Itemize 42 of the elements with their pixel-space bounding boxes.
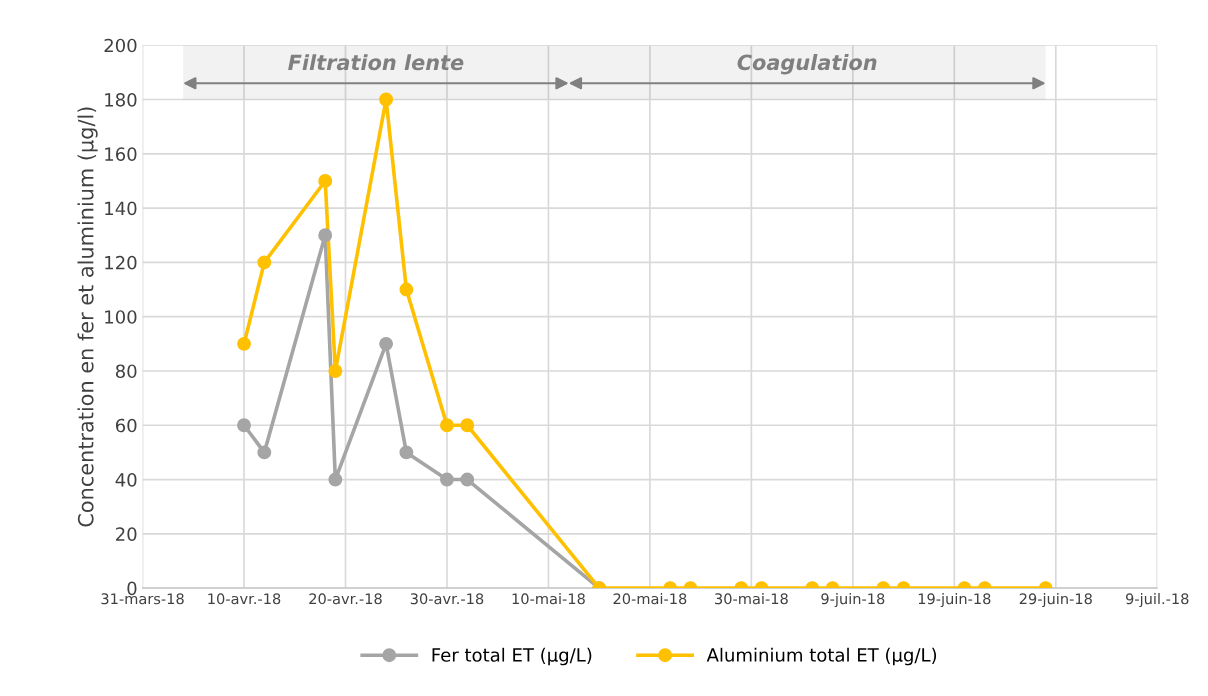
- y-tick-label: 180: [105, 92, 137, 107]
- y-tick-label: 160: [105, 147, 137, 161]
- band-label: Coagulation: [737, 54, 877, 75]
- x-tick-label: 20-avr.-18: [309, 593, 382, 605]
- point: [399, 445, 414, 460]
- legend-label: Aluminium total ET (µg/L): [706, 647, 937, 666]
- y-axis-title: Concentration en fer et aluminium (µg/l): [77, 107, 98, 527]
- point: [379, 336, 394, 351]
- x-tick-label: 29-juin-18: [1019, 592, 1092, 608]
- y-tick-label: 20: [116, 527, 137, 541]
- y-tick-label: 120: [105, 255, 137, 270]
- y-tick-label: 140: [105, 201, 137, 216]
- point: [460, 472, 475, 487]
- point: [318, 174, 333, 188]
- point: [460, 418, 475, 433]
- x-tick-label: 20-mai-18: [613, 592, 687, 605]
- x-tick-label: 10-avr.-18: [208, 593, 281, 605]
- x-tick-label: 9-juin-18: [821, 592, 885, 608]
- y-tick-label: 0: [127, 581, 137, 596]
- point: [257, 445, 272, 460]
- point: [440, 418, 454, 433]
- y-tick-label: 80: [115, 364, 137, 379]
- point: [257, 255, 272, 270]
- x-tick-label: 19-juin-18: [918, 592, 991, 608]
- legend-label: Fer total ET (µg/L): [432, 647, 592, 666]
- point: [440, 472, 454, 487]
- x-tick-label: 30-mai-18: [715, 592, 788, 605]
- point: [328, 364, 343, 378]
- point: [237, 418, 251, 433]
- y-tick-label: 60: [115, 418, 137, 433]
- y-tick-label: 100: [105, 310, 137, 324]
- point: [328, 472, 343, 487]
- point: [237, 336, 251, 351]
- x-tick-label: 10-mai-18: [512, 592, 585, 605]
- y-tick-label: 40: [115, 473, 137, 487]
- y-tick-label: 200: [104, 38, 137, 53]
- point: [399, 282, 414, 297]
- band-label: Filtration lente: [288, 54, 464, 71]
- x-tick-label: 9-juil.-18: [1125, 592, 1189, 608]
- x-tick-label: 31-mars-18: [101, 593, 184, 605]
- x-tick-label: 30-avr.-18: [410, 593, 484, 605]
- point: [318, 228, 333, 243]
